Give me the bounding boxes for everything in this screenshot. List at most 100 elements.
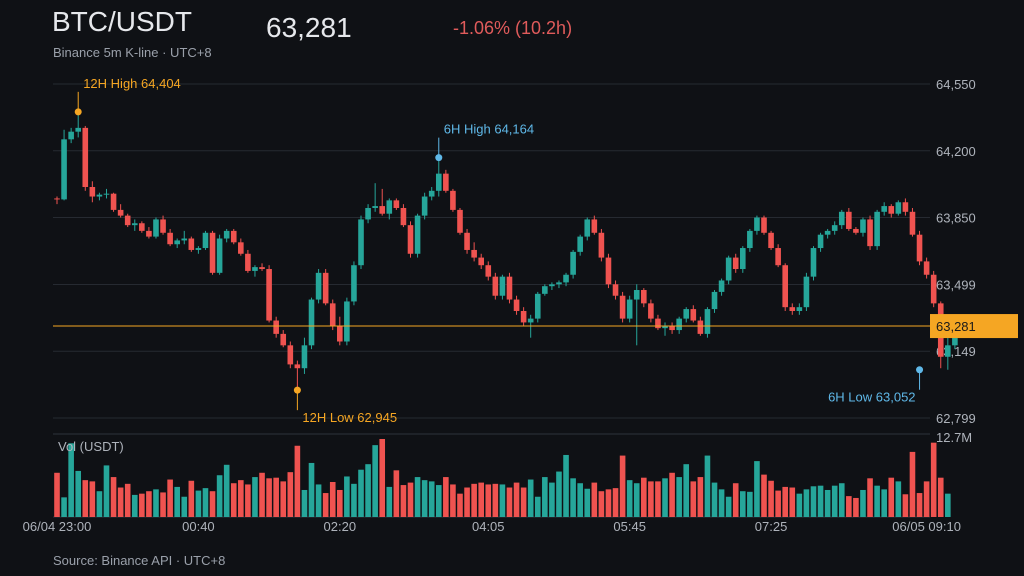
- volume-bar: [563, 454, 569, 517]
- candle-body: [266, 269, 272, 321]
- candle-body: [577, 236, 583, 252]
- candle-body: [131, 223, 138, 226]
- volume-bar: [718, 489, 725, 517]
- candle-body: [414, 215, 421, 254]
- candle-body: [739, 248, 746, 270]
- candle-body: [782, 265, 789, 308]
- candle-body: [75, 127, 82, 132]
- symbol-title: BTC/USDT: [52, 6, 192, 37]
- candle-body: [662, 326, 668, 329]
- candle-body: [153, 219, 159, 237]
- volume-bar: [153, 489, 159, 517]
- volume-bar: [542, 477, 548, 517]
- candle-body: [492, 276, 499, 296]
- x-tick-label: 07:25: [755, 519, 788, 534]
- volume-bar: [732, 483, 739, 517]
- volume-bar: [513, 482, 520, 517]
- candle-body: [619, 295, 626, 319]
- candle-body: [294, 364, 301, 369]
- candle-body: [704, 309, 711, 334]
- candle-body: [690, 309, 697, 321]
- volume-bars: [54, 439, 951, 517]
- volume-bar: [124, 483, 131, 517]
- candle-body: [160, 219, 166, 233]
- volume-bar: [464, 487, 470, 517]
- volume-bar: [492, 483, 499, 517]
- volume-bar: [626, 480, 633, 517]
- source-footer: Source: Binance API · UTC+8: [53, 553, 226, 568]
- chart-subtitle: Binance 5m K-line · UTC+8: [53, 45, 212, 60]
- annotation-marker: [916, 366, 924, 374]
- volume-bar: [796, 493, 803, 517]
- candle-body: [252, 267, 258, 271]
- grid-lines: [53, 83, 930, 518]
- candle-body: [54, 198, 60, 200]
- volume-bar: [294, 445, 301, 517]
- candle-body: [605, 257, 612, 285]
- volume-bar: [252, 477, 258, 517]
- volume-bar: [273, 477, 279, 517]
- candle-body: [513, 299, 520, 311]
- candle-body: [648, 303, 654, 319]
- volume-bar: [457, 493, 463, 517]
- volume-bar: [188, 480, 195, 517]
- volume-bar: [259, 472, 265, 517]
- candle-body: [633, 290, 640, 300]
- volume-bar: [584, 488, 591, 517]
- y-tick-label: 64,200: [936, 144, 976, 159]
- volume-bar: [725, 496, 732, 517]
- candle-body: [372, 206, 378, 208]
- volume-bar: [400, 485, 407, 517]
- volume-bar: [181, 496, 188, 517]
- volume-bar: [421, 480, 428, 517]
- candle-body: [711, 291, 718, 310]
- candle-body: [824, 230, 831, 235]
- volume-bar: [838, 483, 845, 517]
- volume-bar: [633, 483, 640, 517]
- volume-bar: [747, 491, 753, 517]
- candle-body: [598, 232, 605, 258]
- candle-body: [817, 234, 824, 249]
- volume-bar: [520, 487, 527, 517]
- x-tick-label: 06/04 23:00: [23, 519, 92, 534]
- volume-bar: [358, 469, 364, 517]
- candle-body: [542, 286, 548, 294]
- candle-body: [761, 217, 767, 233]
- volume-bar: [648, 481, 654, 517]
- candle-body: [238, 242, 244, 254]
- volume-bar: [641, 477, 647, 517]
- candle-body: [400, 207, 407, 226]
- volume-bar: [824, 489, 831, 517]
- volume-bar: [478, 482, 484, 517]
- candle-body: [881, 206, 887, 212]
- volume-bar: [223, 464, 230, 517]
- volume-bar: [379, 439, 386, 517]
- candle-body: [888, 206, 895, 214]
- volume-bar: [337, 489, 343, 517]
- candle-body: [117, 209, 124, 216]
- volume-bar: [754, 461, 760, 517]
- volume-bar: [68, 443, 74, 517]
- volume-bar: [909, 451, 916, 517]
- candle-body: [181, 238, 188, 241]
- candle-body: [867, 219, 873, 247]
- candle-body: [930, 274, 937, 304]
- volume-bar: [287, 472, 294, 517]
- candle-body: [626, 299, 633, 319]
- candle-body: [506, 276, 513, 300]
- candle-body: [379, 206, 386, 214]
- candle-body: [916, 234, 923, 262]
- candle-body: [110, 193, 117, 210]
- candle-body: [103, 193, 110, 195]
- annotation-label: 12H High 64,404: [83, 76, 181, 91]
- candle-body: [280, 333, 287, 346]
- volume-bar: [768, 480, 774, 517]
- volume-bar: [245, 484, 251, 517]
- volume-bar: [372, 445, 378, 517]
- candle-body: [457, 209, 463, 233]
- candle-body: [725, 257, 732, 281]
- volume-bar: [782, 486, 789, 517]
- volume-bar: [202, 488, 209, 517]
- volume-bar: [945, 493, 951, 517]
